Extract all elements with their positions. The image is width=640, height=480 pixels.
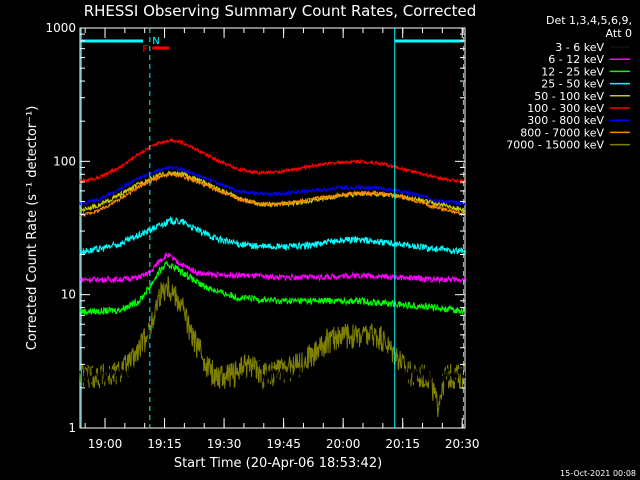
night-flag-letter: N	[152, 36, 159, 47]
legend-label: 50 - 100 keV	[534, 90, 604, 103]
series-line-2	[79, 260, 466, 316]
series-line-6	[79, 164, 466, 207]
legend-label: 25 - 50 keV	[541, 78, 604, 91]
y-ticks: 1 10 100 1000	[45, 21, 465, 435]
flare-flag-letter: F	[142, 44, 148, 55]
x-ticks: 19:00 19:15 19:30 19:45 20:00 20:15 20:30	[84, 28, 480, 451]
x-axis-label: Start Time (20-Apr-06 18:53:42)	[174, 456, 382, 471]
x-tick-label: 19:00	[88, 437, 123, 451]
legend-header-line-1: Det 1,3,4,5,6,9,	[546, 14, 632, 27]
chart-title: RHESSI Observing Summary Count Rates, Co…	[84, 2, 477, 20]
x-tick-label: 19:30	[207, 437, 242, 451]
legend-label: 300 - 800 keV	[527, 114, 604, 127]
legend-label: 800 - 7000 keV	[520, 126, 604, 139]
legend-label: 12 - 25 keV	[541, 65, 604, 78]
series-line-1	[79, 251, 466, 285]
y-axis-label: Corrected Count Rate (s⁻¹ detector⁻¹)	[25, 106, 40, 351]
y-tick-label: 1	[68, 421, 76, 435]
x-tick-label: 20:30	[445, 437, 480, 451]
legend-header-line-2: Att 0	[606, 27, 632, 40]
annotation-layer: FN	[80, 28, 464, 428]
x-tick-label: 20:00	[326, 437, 361, 451]
series-line-3	[79, 215, 466, 256]
y-tick-label: 100	[53, 154, 76, 168]
plot-frame	[79, 27, 466, 429]
legend-label: 3 - 6 keV	[555, 41, 604, 54]
legend-label: 6 - 12 keV	[548, 53, 604, 66]
x-tick-label: 19:45	[266, 437, 301, 451]
date-stamp: 15-Oct-2021 00:08	[560, 469, 636, 478]
x-tick-label: 20:15	[385, 437, 420, 451]
series-line-5	[79, 137, 466, 185]
y-tick-label: 1000	[45, 21, 76, 35]
series-line-7	[79, 171, 466, 218]
legend-label: 100 - 300 keV	[527, 102, 604, 115]
series-line-0	[79, 229, 466, 385]
x-tick-label: 19:15	[147, 437, 182, 451]
plot-area	[79, 27, 466, 429]
series-layer	[79, 137, 466, 418]
y-tick-label: 10	[61, 288, 76, 302]
legend-label: 7000 - 15000 keV	[506, 139, 604, 152]
